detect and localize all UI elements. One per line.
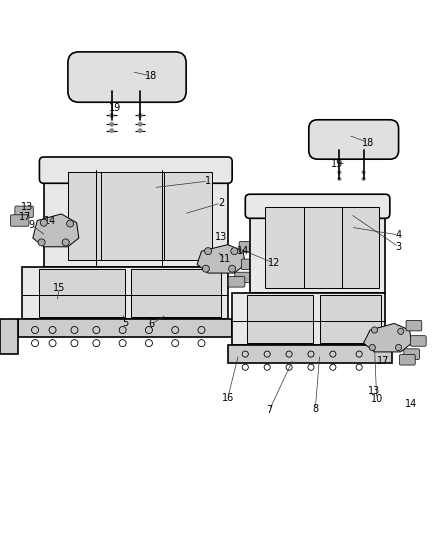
Text: 6: 6 — [148, 319, 154, 329]
Circle shape — [229, 265, 236, 272]
Circle shape — [40, 219, 47, 226]
Text: 10: 10 — [371, 394, 383, 404]
Text: 11: 11 — [219, 254, 232, 264]
Polygon shape — [33, 214, 79, 247]
Circle shape — [138, 122, 142, 126]
Text: 18: 18 — [145, 71, 157, 81]
Polygon shape — [364, 324, 412, 352]
Polygon shape — [265, 207, 379, 288]
Circle shape — [38, 239, 45, 246]
Circle shape — [205, 248, 212, 255]
Text: 13: 13 — [368, 386, 381, 397]
FancyBboxPatch shape — [68, 52, 186, 102]
Circle shape — [396, 344, 402, 351]
Polygon shape — [247, 295, 313, 343]
Circle shape — [202, 265, 209, 272]
Polygon shape — [228, 345, 392, 363]
Circle shape — [138, 128, 142, 133]
Polygon shape — [39, 269, 125, 317]
Circle shape — [67, 220, 74, 227]
Polygon shape — [197, 245, 245, 273]
Circle shape — [138, 113, 142, 118]
FancyBboxPatch shape — [239, 241, 256, 252]
Circle shape — [110, 113, 114, 118]
Polygon shape — [0, 319, 18, 354]
Text: 17: 17 — [377, 356, 389, 366]
FancyBboxPatch shape — [228, 277, 245, 287]
Text: 19: 19 — [331, 159, 343, 168]
Text: 13: 13 — [21, 203, 33, 212]
Text: 5: 5 — [122, 318, 128, 328]
FancyBboxPatch shape — [15, 206, 33, 217]
Circle shape — [362, 171, 365, 174]
Polygon shape — [22, 266, 228, 319]
Text: 7: 7 — [266, 405, 272, 415]
Polygon shape — [18, 319, 232, 336]
Text: 9: 9 — [28, 220, 35, 230]
Text: 15: 15 — [53, 284, 65, 293]
Circle shape — [362, 177, 365, 181]
Text: 14: 14 — [237, 246, 249, 256]
Text: 1: 1 — [205, 176, 211, 186]
Circle shape — [398, 328, 404, 334]
FancyBboxPatch shape — [404, 349, 420, 359]
Text: 8: 8 — [312, 404, 318, 414]
Circle shape — [62, 239, 69, 246]
Text: 16: 16 — [222, 393, 234, 403]
FancyBboxPatch shape — [235, 272, 251, 282]
Polygon shape — [68, 172, 212, 260]
Text: 14: 14 — [405, 399, 417, 409]
Text: 4: 4 — [396, 230, 402, 240]
Text: 19: 19 — [109, 103, 121, 113]
Circle shape — [369, 344, 375, 351]
Text: 18: 18 — [362, 138, 374, 148]
FancyBboxPatch shape — [410, 336, 426, 346]
Text: 3: 3 — [396, 242, 402, 252]
Polygon shape — [131, 269, 221, 317]
Circle shape — [371, 327, 378, 333]
FancyBboxPatch shape — [39, 157, 232, 183]
Text: 14: 14 — [44, 215, 57, 225]
FancyBboxPatch shape — [245, 194, 390, 219]
Circle shape — [110, 122, 114, 126]
Text: 13: 13 — [215, 232, 227, 242]
Circle shape — [338, 171, 341, 174]
Polygon shape — [250, 205, 385, 293]
Text: 12: 12 — [268, 258, 280, 268]
Circle shape — [231, 248, 238, 255]
Circle shape — [110, 128, 114, 133]
Polygon shape — [44, 170, 228, 266]
FancyBboxPatch shape — [11, 215, 29, 226]
FancyBboxPatch shape — [399, 354, 415, 365]
Circle shape — [338, 177, 341, 181]
Polygon shape — [232, 293, 385, 345]
Text: 2: 2 — [218, 198, 224, 208]
FancyBboxPatch shape — [241, 259, 258, 270]
Polygon shape — [320, 295, 381, 343]
FancyBboxPatch shape — [309, 120, 399, 159]
FancyBboxPatch shape — [406, 320, 422, 331]
Text: 17: 17 — [19, 213, 32, 222]
